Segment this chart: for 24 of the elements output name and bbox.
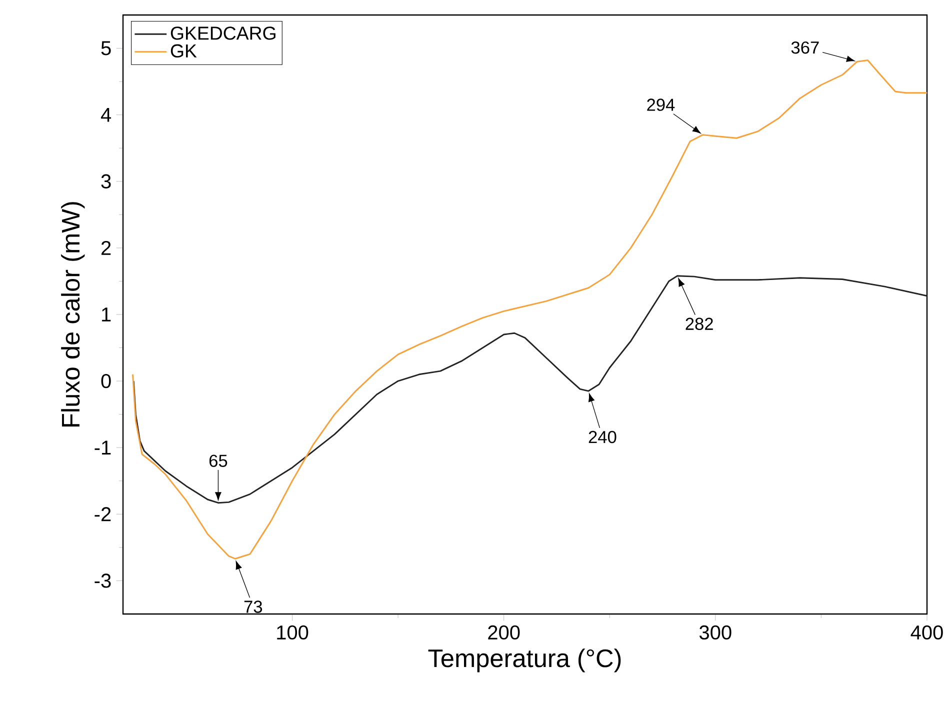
legend-label: GK (170, 44, 197, 58)
x-tick-label: 200 (488, 625, 520, 640)
annotation: 240 (588, 430, 616, 444)
annotation: 294 (647, 98, 675, 111)
y-tick-label: 3 (101, 174, 111, 188)
x-tick-label: 100 (277, 625, 308, 640)
annotation: 65 (209, 454, 228, 467)
y-axis-title: Fluxo de calor (mW) (61, 202, 85, 426)
y-tick-label: 4 (100, 108, 112, 122)
y-tick-label: 0 (101, 374, 111, 388)
y-tick-label: 1 (102, 308, 111, 322)
y-tick-label: -2 (94, 507, 111, 522)
y-tick-label: -1 (94, 440, 111, 454)
annotation: 73 (244, 600, 262, 613)
legend-label: GKEDCARG (170, 26, 276, 40)
x-tick-label: 400 (910, 625, 943, 640)
y-tick-label: 5 (101, 41, 111, 56)
x-axis-title: Temperatura (°C) (428, 648, 621, 672)
line-series (132, 60, 927, 560)
x-tick-label: 300 (699, 625, 732, 640)
y-tick-label: 2 (102, 240, 111, 255)
annotation: 367 (791, 41, 819, 54)
annotation: 282 (686, 318, 713, 330)
y-tick-label: -3 (94, 574, 111, 588)
